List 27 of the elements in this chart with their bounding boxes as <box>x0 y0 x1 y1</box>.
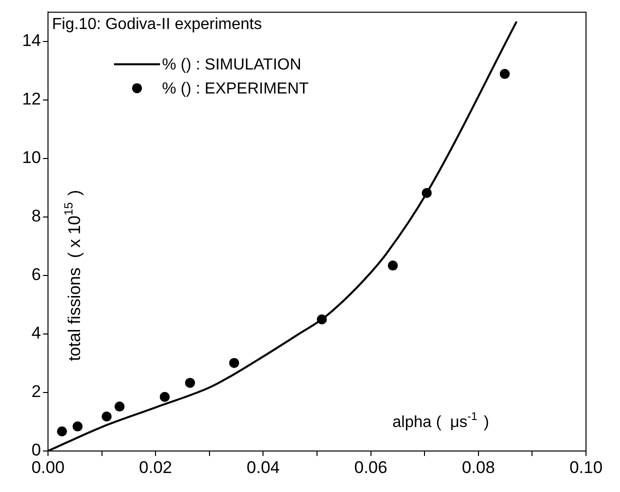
x-tick-label: 0.04 <box>246 458 280 477</box>
point <box>185 378 196 388</box>
x-tick-label: 0.08 <box>462 458 495 477</box>
x-tick-label: 0.00 <box>31 458 65 477</box>
point <box>56 426 67 436</box>
x-tick-label: 0.06 <box>354 458 388 477</box>
point <box>500 68 510 79</box>
y-tick-label: 10 <box>22 148 41 168</box>
y-tick-label: 6 <box>32 265 41 284</box>
y-tick-label: 12 <box>22 90 41 109</box>
y-tick-label: 14 <box>22 31 41 50</box>
x-tick-label: 0.10 <box>569 458 603 477</box>
y-tick-label: 2 <box>32 382 41 402</box>
chart-title: Fig.10: Godiva-II experiments <box>52 16 262 34</box>
point <box>229 358 240 368</box>
legend-label: % () : EXPERIMENT <box>162 80 309 98</box>
y-tick-label: 4 <box>32 324 41 343</box>
x-tick-label: 0.02 <box>139 458 172 477</box>
y-tick-label: 8 <box>32 206 41 226</box>
point <box>388 260 398 271</box>
point <box>160 392 170 402</box>
legend-label: % () : SIMULATION <box>162 56 302 74</box>
point <box>114 402 125 412</box>
point <box>72 421 83 432</box>
point <box>102 411 112 422</box>
y-tick-label: 0 <box>32 440 41 460</box>
y-axis-title: total fissions ( x 1015 ) <box>61 190 84 362</box>
